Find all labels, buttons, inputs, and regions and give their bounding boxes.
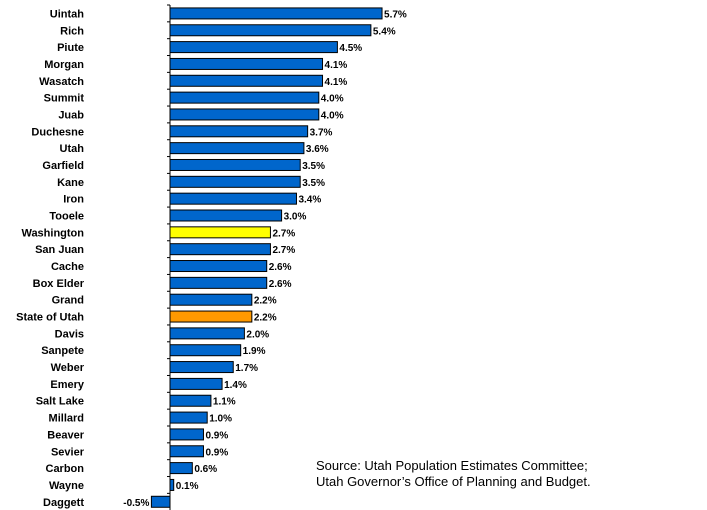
bar — [169, 24, 372, 37]
category-label: Carbon — [46, 463, 85, 475]
bar — [169, 411, 208, 424]
bar — [169, 310, 253, 323]
data-label: 2.7% — [272, 245, 295, 256]
data-label: 0.1% — [176, 481, 199, 492]
bar — [169, 125, 309, 138]
bar — [169, 226, 271, 239]
category-label: Cache — [51, 261, 84, 273]
category-label: Juab — [58, 109, 84, 121]
data-label: 2.6% — [269, 279, 292, 290]
data-label: 0.9% — [205, 447, 228, 458]
data-label: 3.5% — [302, 161, 325, 172]
bar — [169, 377, 223, 390]
data-label: 2.2% — [254, 296, 277, 307]
data-label: 1.0% — [209, 414, 232, 425]
bar — [169, 74, 324, 87]
bar — [169, 209, 283, 222]
category-label: Salt Lake — [36, 396, 84, 408]
category-label: Washington — [21, 227, 84, 239]
category-label: Daggett — [43, 497, 84, 509]
bar — [169, 276, 268, 289]
bar — [169, 394, 212, 407]
bar — [169, 7, 383, 20]
data-label: -0.5% — [123, 498, 149, 509]
category-label: Sevier — [51, 446, 85, 458]
category-label: Rich — [60, 25, 84, 37]
data-label: 5.4% — [373, 26, 396, 37]
bar — [169, 41, 338, 54]
data-label: 1.4% — [224, 380, 247, 391]
data-label: 2.0% — [246, 329, 269, 340]
category-label: Iron — [63, 194, 84, 206]
category-label: Box Elder — [33, 278, 85, 290]
data-label: 3.4% — [298, 195, 321, 206]
data-label: 1.9% — [243, 346, 266, 357]
bar — [169, 327, 245, 340]
bar — [169, 361, 234, 374]
category-label: San Juan — [35, 244, 84, 256]
data-label: 3.0% — [284, 212, 307, 223]
source-note: Source: Utah Population Estimates Commit… — [316, 458, 591, 490]
bar — [150, 495, 171, 508]
bar — [169, 478, 175, 491]
data-label: 2.6% — [269, 262, 292, 273]
data-label: 3.6% — [306, 144, 329, 155]
bar — [169, 175, 301, 188]
category-label: Grand — [52, 295, 84, 307]
category-label: Davis — [55, 328, 84, 340]
bar — [169, 293, 253, 306]
category-label: Millard — [49, 413, 84, 425]
data-label: 4.0% — [321, 110, 344, 121]
category-label: Wasatch — [39, 76, 84, 88]
data-label: 4.1% — [325, 77, 348, 88]
source-line-1: Source: Utah Population Estimates Commit… — [316, 458, 588, 473]
data-label: 4.1% — [325, 60, 348, 71]
data-label: 0.9% — [205, 430, 228, 441]
category-label: Utah — [60, 143, 85, 155]
category-label: Morgan — [44, 59, 84, 71]
data-label: 3.7% — [310, 127, 333, 138]
category-label: Kane — [57, 177, 84, 189]
data-label: 5.7% — [384, 9, 407, 20]
bar — [169, 91, 320, 104]
data-label: 1.7% — [235, 363, 258, 374]
data-label: 2.7% — [272, 228, 295, 239]
bar — [169, 260, 268, 273]
data-label: 3.5% — [302, 178, 325, 189]
bar — [169, 344, 242, 357]
bar — [169, 57, 324, 70]
category-label: Tooele — [49, 211, 84, 223]
category-label: Piute — [57, 42, 84, 54]
category-label: Uintah — [50, 8, 85, 20]
bar — [169, 192, 297, 205]
bar — [169, 428, 204, 441]
bar — [169, 462, 193, 475]
category-label: Wayne — [49, 480, 84, 492]
category-label: Garfield — [42, 160, 84, 172]
category-label: Duchesne — [31, 126, 84, 138]
data-label: 4.0% — [321, 94, 344, 105]
bar — [169, 158, 301, 171]
data-label: 0.6% — [194, 464, 217, 475]
bar — [169, 243, 271, 256]
bar — [169, 142, 305, 155]
category-label: Weber — [51, 362, 85, 374]
category-label: Summit — [44, 93, 85, 105]
category-label: Beaver — [47, 429, 84, 441]
category-label: Emery — [50, 379, 85, 391]
category-label: Sanpete — [41, 345, 84, 357]
source-line-2: Utah Governor’s Office of Planning and B… — [316, 474, 591, 489]
bar — [169, 108, 320, 121]
data-label: 2.2% — [254, 313, 277, 324]
category-label: State of Utah — [16, 312, 84, 324]
data-label: 4.5% — [339, 43, 362, 54]
bar — [169, 445, 204, 458]
data-label: 1.1% — [213, 397, 236, 408]
